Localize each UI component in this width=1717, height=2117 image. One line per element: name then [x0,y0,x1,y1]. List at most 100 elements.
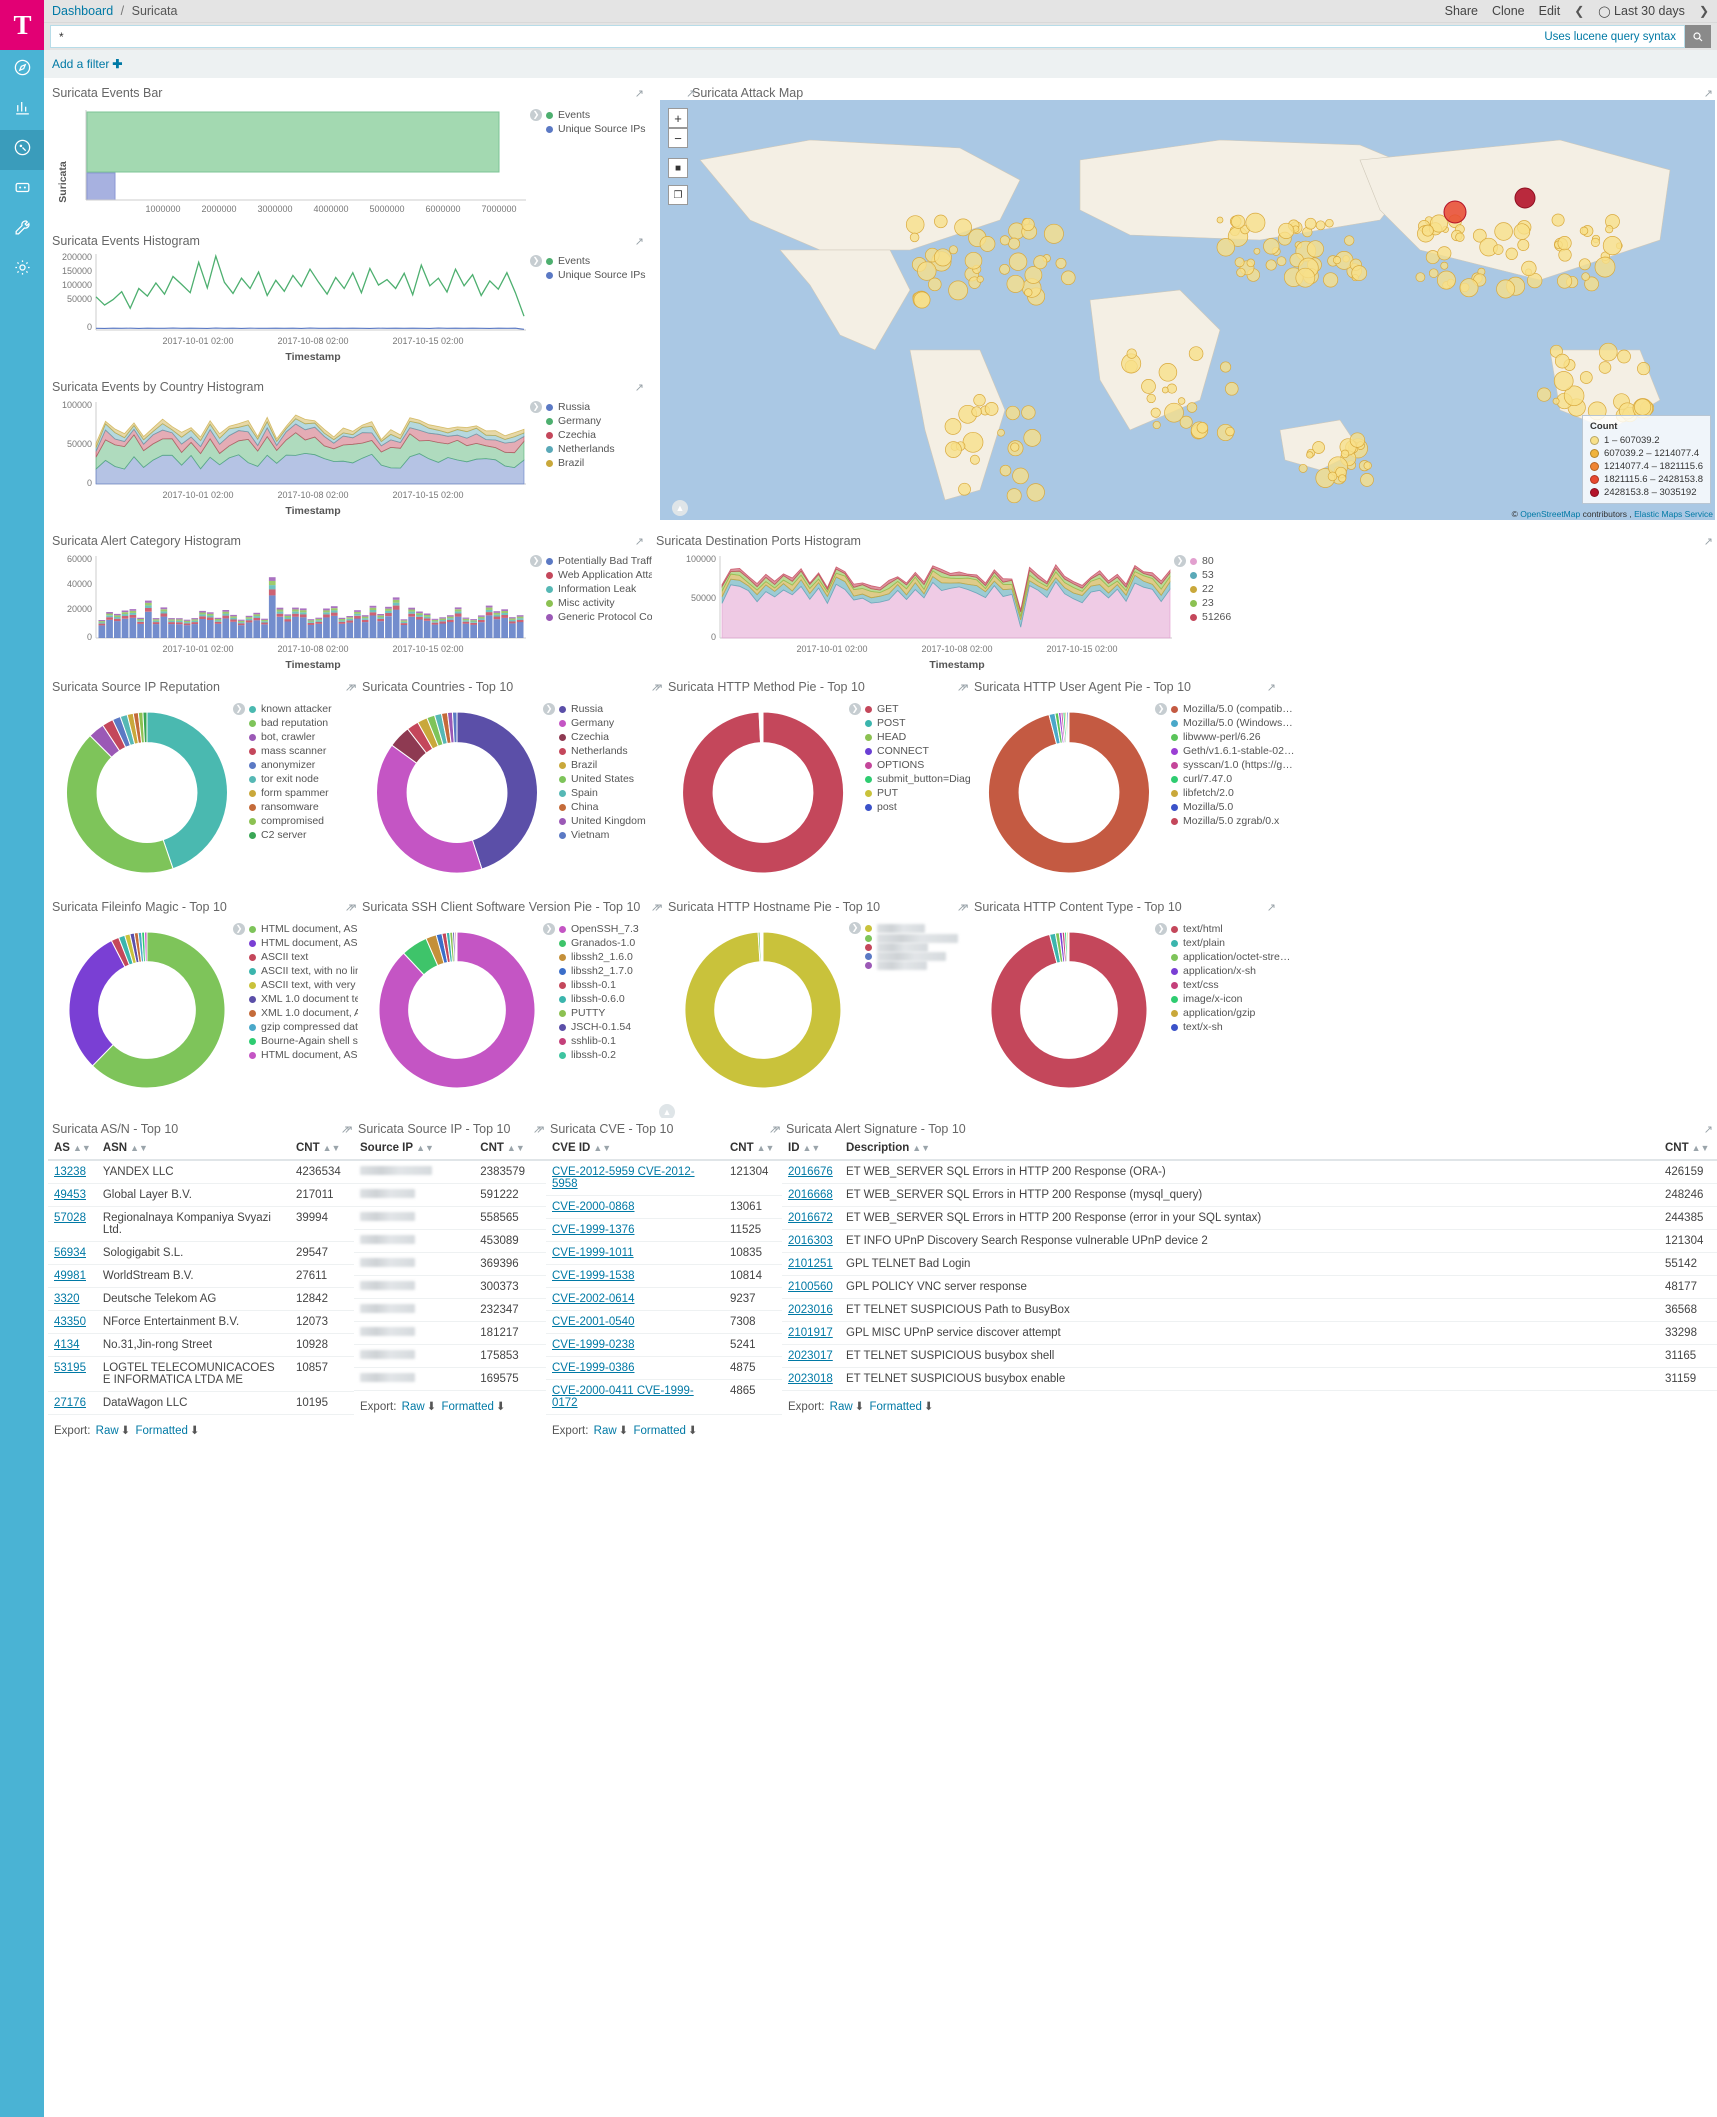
map-data-point[interactable] [1494,222,1513,241]
donut-chart[interactable] [358,916,548,1096]
legend-item[interactable]: Vietnam [543,828,646,842]
map-data-point[interactable] [1126,348,1137,359]
add-filter-button[interactable]: Add a filter [52,57,110,71]
table-link[interactable]: CVE-2000-0411 CVE-1999-0172 [552,1385,694,1409]
legend-item[interactable]: HTML document, ASC… [233,936,376,950]
table-link[interactable]: 2101917 [788,1327,833,1339]
legend-item[interactable]: curl/7.47.0 [1155,772,1294,786]
table-link[interactable]: 2016672 [788,1212,833,1224]
column-header[interactable]: CVE ID ▲▼ [546,1138,724,1161]
map-data-point[interactable] [1605,225,1614,234]
legend-item[interactable]: tor exit node [233,772,332,786]
legend-item[interactable]: libfetch/2.0 [1155,786,1294,800]
column-header[interactable]: ID ▲▼ [782,1138,840,1161]
sidebar-item-timelion[interactable] [0,170,44,210]
map-data-point[interactable] [1177,397,1186,405]
export-raw-link[interactable]: Raw [593,1425,617,1437]
sidebar-item-management[interactable] [0,250,44,290]
donut-slice[interactable] [1067,711,1070,744]
legend-item[interactable]: 22 [1174,582,1231,596]
export-raw-link[interactable]: Raw [401,1401,425,1413]
legend-item[interactable]: Mozilla/5.0 (Windows… [1155,716,1294,730]
time-next-icon[interactable]: ❯ [1698,4,1709,18]
expand-icon[interactable]: ↗ [1703,1124,1713,1136]
map-data-point[interactable] [1021,217,1035,232]
map-data-point[interactable] [954,218,972,237]
legend-item[interactable]: post [849,800,981,814]
export-formatted-link[interactable]: Formatted [441,1401,494,1413]
map-data-point[interactable] [1055,257,1067,269]
map-data-point[interactable] [1315,220,1326,231]
legend-item[interactable]: anonymizer [233,758,332,772]
column-header[interactable]: CNT ▲▼ [1659,1138,1717,1161]
legend-item[interactable]: ❯ Events [530,254,646,268]
expand-icon[interactable]: ↗ [650,682,660,694]
map-data-point[interactable] [1304,217,1317,230]
table-link[interactable]: 2023018 [788,1373,833,1385]
legend-toggle-icon[interactable]: ❯ [530,555,542,567]
map-data-point[interactable] [1594,256,1616,278]
expand-icon[interactable]: ↗ [634,88,644,100]
legend-item[interactable]: application/gzip [1155,1006,1290,1020]
map-data-point[interactable] [1141,379,1156,394]
legend-item[interactable]: application/octet-stre… [1155,950,1290,964]
legend-item[interactable]: CONNECT [849,744,981,758]
legend-item[interactable]: PUTTY [543,1006,639,1020]
legend-item[interactable]: ❯ Potentially Bad Traffic [530,554,665,568]
map-data-point[interactable] [933,248,952,267]
legend-item[interactable]: gzip compressed dat… [233,1020,376,1034]
map-data-point[interactable] [958,482,971,496]
map-data-point[interactable] [1617,349,1631,364]
map-data-point[interactable] [1225,382,1239,396]
map-data-point[interactable] [1006,488,1022,504]
map-data-point[interactable] [948,280,968,301]
legend-toggle-icon[interactable]: ❯ [1155,923,1167,935]
map-data-point[interactable] [1186,402,1198,413]
map-data-point[interactable] [1598,361,1612,374]
donut-slice[interactable] [684,931,842,1089]
map-data-point[interactable] [1236,267,1246,278]
sort-icon[interactable]: ▲▼ [416,1143,434,1153]
legend-item[interactable]: Information Leak [530,582,665,596]
search-button[interactable] [1685,25,1711,48]
legend-toggle-icon[interactable]: ❯ [233,923,245,935]
legend-item[interactable]: application/x-sh [1155,964,1290,978]
table-link[interactable]: CVE-2000-0868 [552,1201,635,1213]
legend-toggle-icon[interactable]: ❯ [849,703,861,715]
legend-item[interactable]: bot, crawler [233,730,332,744]
legend-toggle-icon[interactable]: ❯ [543,923,555,935]
legend-item[interactable]: ❯ HTML document, ASC… [233,922,376,936]
legend-item[interactable] [849,934,958,943]
table-link[interactable]: CVE-1999-0386 [552,1362,635,1374]
table-link[interactable]: CVE-1999-1538 [552,1270,635,1282]
table-link[interactable]: 27176 [54,1397,86,1409]
map-data-point[interactable] [1006,274,1025,293]
collapse-icon[interactable]: ↗ [960,682,970,694]
sort-icon[interactable]: ▲▼ [72,1143,91,1153]
legend-toggle-icon[interactable]: ❯ [849,922,861,934]
legend-item[interactable]: Czechia [530,428,615,442]
map-fit-button[interactable]: ■ [668,158,688,178]
map-data-point[interactable] [1513,223,1531,240]
map-data-point[interactable] [1557,236,1572,251]
map-data-point[interactable] [962,431,984,453]
map-data-point[interactable] [1312,441,1325,454]
column-header[interactable]: Source IP ▲▼ [354,1138,475,1161]
map-zoom-out-button[interactable]: − [668,128,688,148]
legend-item[interactable]: Netherlands [530,442,615,456]
expand-icon[interactable]: ↗ [1266,902,1276,914]
legend-item[interactable]: libssh2_1.6.0 [543,950,639,964]
map-data-point[interactable] [1584,276,1599,292]
download-icon[interactable]: ⬇ [495,1401,506,1413]
map-data-point[interactable] [1278,222,1295,239]
map-data-point[interactable] [1443,200,1467,224]
map-data-point[interactable] [1008,237,1021,250]
map-data-point[interactable] [973,394,986,407]
map-data-point[interactable] [984,402,999,416]
legend-item[interactable]: Mozilla/5.0 [1155,800,1294,814]
legend-item[interactable]: libssh-0.6.0 [543,992,639,1006]
sort-icon[interactable]: ▲▼ [593,1143,612,1153]
map-data-point[interactable] [945,441,962,458]
sort-icon[interactable]: ▲▼ [912,1143,931,1153]
donut-slice[interactable] [378,931,536,1089]
